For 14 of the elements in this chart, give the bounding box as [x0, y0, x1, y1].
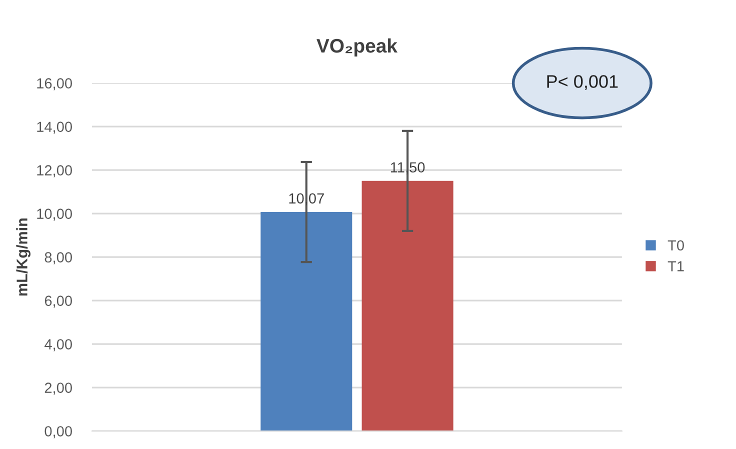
legend-label: T0 [668, 240, 684, 251]
legend-label: T1 [668, 261, 684, 272]
y-tick-label: 12,00 [37, 165, 72, 178]
annotation: P< 0,001 [547, 75, 618, 90]
y-tick-label: 4,00 [44, 339, 72, 352]
y-tick-label: 8,00 [44, 252, 72, 264]
chart-title: VO₂peak [316, 38, 398, 57]
y-tick-label: 10,00 [37, 208, 72, 221]
y-tick-label: 0,00 [44, 426, 72, 438]
y-tick-label: 6,00 [44, 296, 72, 308]
y-tick-label: 16,00 [37, 78, 72, 90]
y-axis-title: mL/Kg/min [16, 218, 31, 296]
y-tick-label: 2,00 [44, 382, 72, 395]
y-tick-label: 14,00 [37, 122, 72, 134]
